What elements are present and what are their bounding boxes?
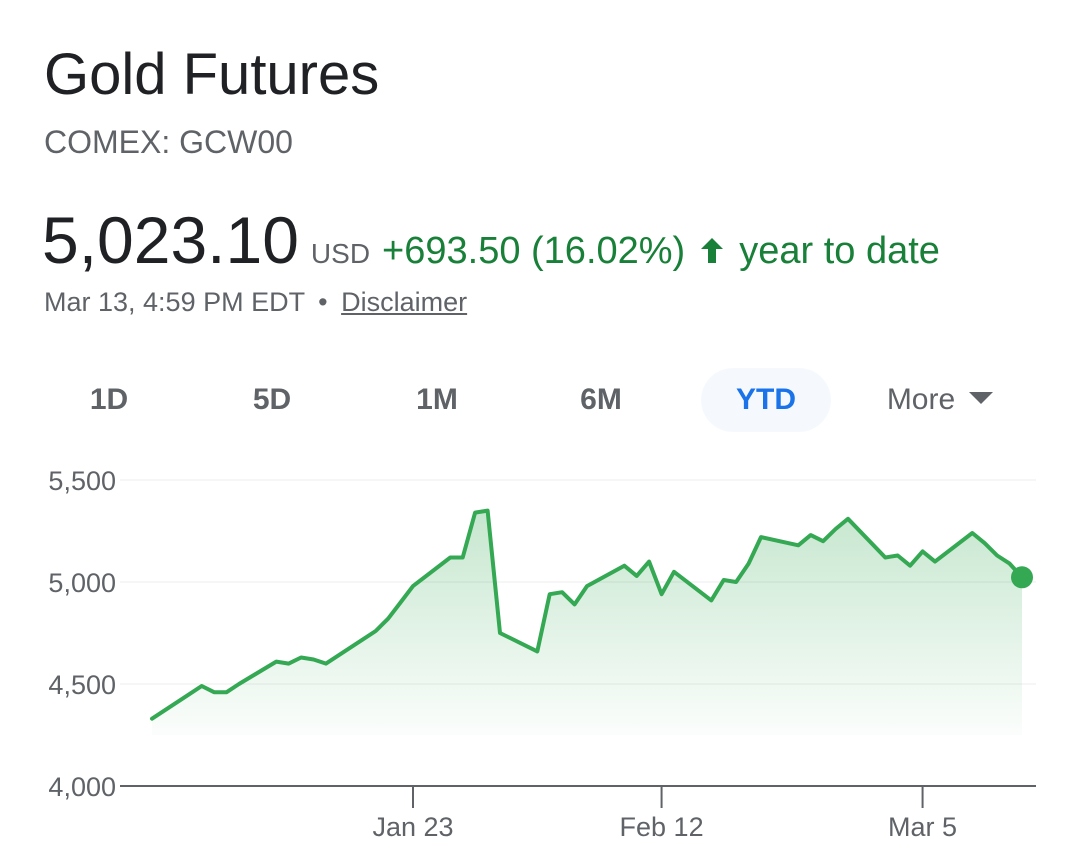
tab-ytd[interactable]: YTD: [701, 368, 831, 432]
range-tabs: 1D 5D 1M 6M YTD More: [40, 368, 1040, 432]
y-tick-label: 4,500: [48, 670, 116, 700]
quote-summary: 5,023.10 USD +693.50 (16.02%) year to da…: [42, 200, 940, 280]
tab-6m[interactable]: 6M: [580, 383, 622, 416]
page-title: Gold Futures: [44, 42, 380, 107]
change-period: year to date: [739, 230, 940, 272]
x-tick-label: Feb 12: [620, 812, 704, 842]
price-change: +693.50 (16.02%): [382, 230, 686, 272]
ticker-symbol: COMEX: GCW00: [44, 124, 293, 160]
arrow-up-icon: [697, 235, 727, 265]
tab-1d[interactable]: 1D: [89, 383, 129, 416]
disclaimer-link[interactable]: Disclaimer: [341, 287, 468, 317]
price-chart: 4,000 4,500 5,000 5,500 Jan 23 Feb 12 Mar 5: [48, 466, 1036, 842]
x-tick-label: Mar 5: [888, 812, 957, 842]
quote-meta: Mar 13, 4:59 PM EDT • Disclaimer: [44, 284, 467, 320]
meta-separator: •: [318, 287, 328, 317]
currency-label: USD: [310, 238, 371, 269]
dropdown-caret-icon: [969, 392, 994, 404]
price-line: [150, 508, 1024, 721]
tab-more[interactable]: More: [850, 368, 1030, 432]
last-point-marker: [1011, 566, 1033, 589]
y-tick-label: 4,000: [48, 772, 116, 802]
tab-1m[interactable]: 1M: [416, 383, 458, 416]
quote-timestamp: Mar 13, 4:59 PM EDT: [44, 287, 305, 317]
y-tick-label: 5,000: [48, 568, 116, 598]
tab-more-label: More: [886, 383, 956, 416]
current-price: 5,023.10: [42, 203, 299, 277]
price-area: [152, 510, 1022, 735]
tab-5d[interactable]: 5D: [252, 383, 292, 416]
x-tick-label: Jan 23: [372, 812, 453, 842]
y-tick-label: 5,500: [48, 466, 116, 496]
